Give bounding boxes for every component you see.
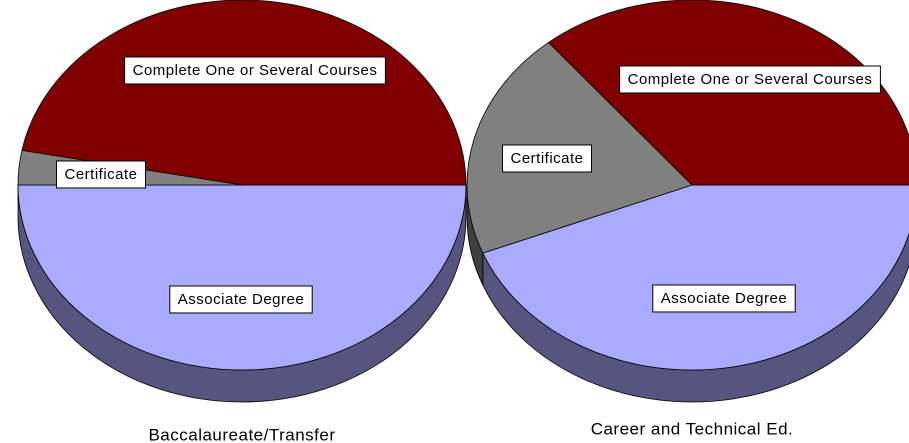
slice [17,184,467,371]
slice-label: Certificate [510,150,583,167]
slice-label: Complete One or Several Courses [628,71,873,88]
slice-label: Associate Degree [661,290,787,307]
slice-label: Associate Degree [178,291,304,308]
label-box [619,65,881,94]
slice [482,184,909,371]
slice-label: Complete One or Several Courses [133,62,378,79]
label-box [55,160,147,189]
label-box [652,284,796,313]
chart-title: Baccalaureate/Transfer [148,425,335,443]
chart-title: Career and Technical Ed. [591,419,794,438]
label-box [501,144,593,173]
label-box [124,56,386,85]
slice-label: Certificate [64,166,137,183]
slice [21,0,467,186]
label-box [169,285,313,314]
